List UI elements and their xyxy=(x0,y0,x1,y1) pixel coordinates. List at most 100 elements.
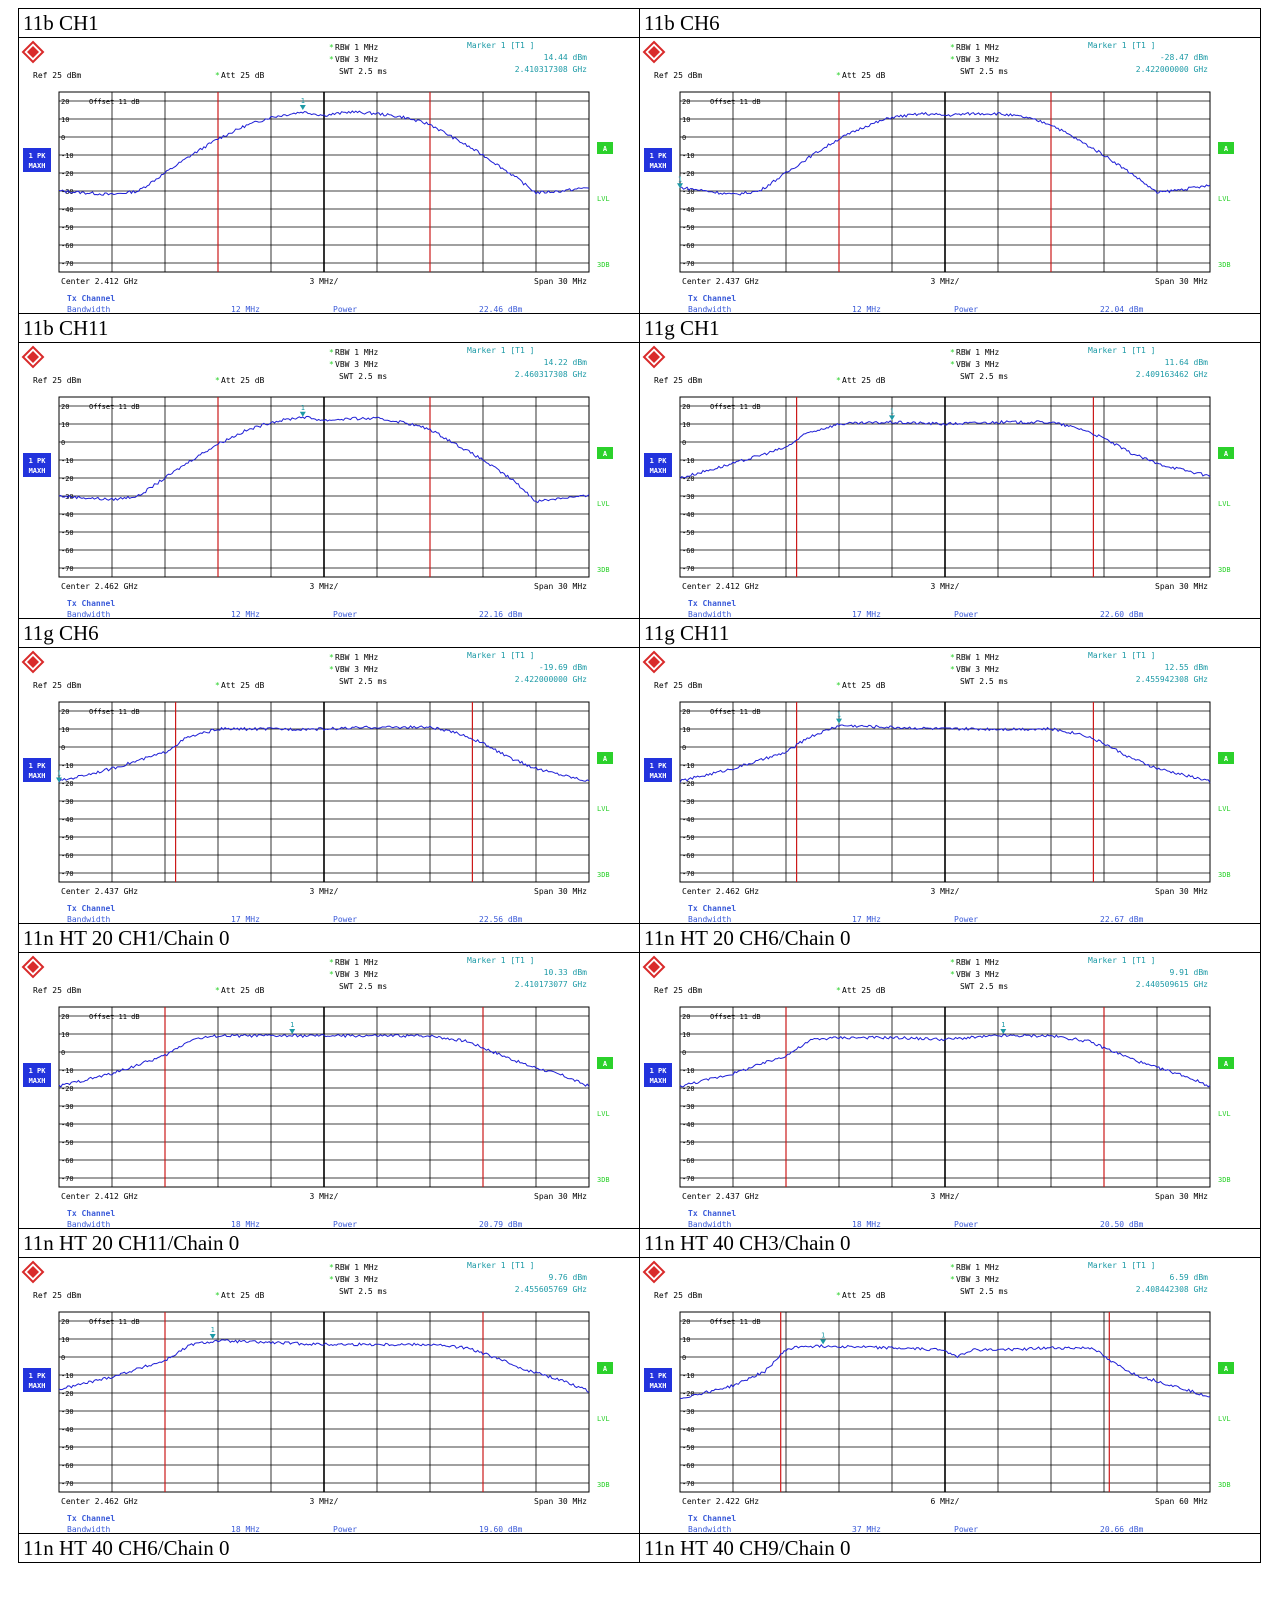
center-frequency-label: Center 2.412 GHz xyxy=(61,1192,138,1201)
bandwidth-value: 17 MHz xyxy=(852,610,881,618)
y-tick-label: -30 xyxy=(682,493,695,501)
y-tick-label: -60 xyxy=(61,852,74,860)
att-star: * xyxy=(215,376,220,385)
y-tick-label: -20 xyxy=(61,1390,74,1398)
ref-level-label: Ref 25 dBm xyxy=(33,71,81,80)
chart-title: 11n HT 20 CH1/Chain 0 xyxy=(23,926,230,950)
y-tick-label: -30 xyxy=(682,188,695,196)
y-tick-label: -20 xyxy=(61,1085,74,1093)
spectrum-analyzer-plot: Ref 25 dBm * Att 25 dB* RBW 1 MHz* VBW 3 MHz… xyxy=(642,1260,1234,1533)
side-a-label: A xyxy=(603,755,608,763)
rbw-star: * xyxy=(950,1263,955,1272)
side-lvl-label: LVL xyxy=(1218,805,1231,813)
attenuation-label: Att 25 dB xyxy=(842,71,886,80)
y-tick-label: -10 xyxy=(682,457,695,465)
frequency-division-label: 3 MHz/ xyxy=(310,1192,339,1201)
y-tick-label: -20 xyxy=(61,170,74,178)
side-3db-label: 3DB xyxy=(597,1176,610,1184)
marker-frequency: 2.410173077 GHz xyxy=(515,980,587,989)
trace-line xyxy=(679,1343,1211,1400)
y-tick-label: -30 xyxy=(682,1103,695,1111)
analyzer-cell: Ref 25 dBm * Att 25 dB * RBW 1 MHz * VBW 3 MHz… xyxy=(639,952,1261,1229)
trace-label-mode: MAXH xyxy=(29,162,46,170)
y-tick-label: -40 xyxy=(61,1426,74,1434)
tx-channel-label: Tx Channel xyxy=(67,1209,115,1218)
y-tick-label: 0 xyxy=(61,134,65,142)
y-tick-label: -10 xyxy=(682,1372,695,1380)
marker-value: 6.59 dBm xyxy=(1169,1273,1208,1282)
chart-title-cell: 11n HT 20 CH6/Chain 0 xyxy=(639,923,1261,953)
y-tick-label: -20 xyxy=(682,170,695,178)
frequency-division-label: 6 MHz/ xyxy=(931,1497,960,1506)
ref-level-label: Ref 25 dBm xyxy=(33,1291,81,1300)
marker-number: 1 xyxy=(678,175,682,183)
analyzer-cell: Ref 25 dBm * Att 25 dB * RBW 1 MHz * VBW 3 MHz… xyxy=(639,342,1261,619)
chart-title-cell: 11n HT 20 CH1/Chain 0 xyxy=(18,923,640,953)
marker-label: Marker 1 [T1 ] xyxy=(1088,651,1155,660)
y-tick-label: -40 xyxy=(61,206,74,214)
y-tick-label: -10 xyxy=(682,762,695,770)
span-label: Span 30 MHz xyxy=(1155,277,1208,286)
y-tick-label: 20 xyxy=(61,98,69,106)
chart-title-cell: 11n HT 40 CH9/Chain 0 xyxy=(639,1533,1261,1563)
rs-logo xyxy=(642,1260,666,1284)
vbw-star: * xyxy=(329,55,334,64)
side-a-label: A xyxy=(603,1060,608,1068)
y-tick-label: -60 xyxy=(682,1157,695,1165)
y-tick-label: -60 xyxy=(61,1157,74,1165)
y-tick-label: -60 xyxy=(682,547,695,555)
span-label: Span 30 MHz xyxy=(534,1497,587,1506)
rbw-star: * xyxy=(950,43,955,52)
y-tick-label: 20 xyxy=(61,1318,69,1326)
y-tick-label: -10 xyxy=(61,1372,74,1380)
rs-logo-inner xyxy=(648,46,660,58)
trace-label-detector: 1 PK xyxy=(650,1372,668,1380)
y-tick-label: -40 xyxy=(682,511,695,519)
side-3db-label: 3DB xyxy=(1218,1481,1231,1489)
marker-triangle xyxy=(209,1334,216,1339)
trace-label-box xyxy=(23,758,51,782)
y-tick-label: 10 xyxy=(61,421,69,429)
y-tick-label: 10 xyxy=(61,726,69,734)
y-tick-label: -50 xyxy=(682,1444,695,1452)
ref-level-label: Ref 25 dBm xyxy=(654,1291,702,1300)
rbw-label: RBW 1 MHz xyxy=(956,653,1000,662)
y-tick-label: -60 xyxy=(682,242,695,250)
y-tick-label: 0 xyxy=(61,1354,65,1362)
y-tick-label: 10 xyxy=(682,1031,690,1039)
power-value: 22.46 dBm xyxy=(479,305,523,313)
marker-label: Marker 1 [T1 ] xyxy=(467,346,534,355)
trace-label-detector: 1 PK xyxy=(29,762,47,770)
trace-label-mode: MAXH xyxy=(650,772,667,780)
rs-logo xyxy=(21,345,45,369)
frequency-division-label: 3 MHz/ xyxy=(310,887,339,896)
y-tick-label: -50 xyxy=(61,224,74,232)
power-value: 19.60 dBm xyxy=(479,1525,523,1533)
trace-label-mode: MAXH xyxy=(29,1382,46,1390)
y-tick-label: -70 xyxy=(682,260,695,268)
offset-label: Offset 11 dB xyxy=(710,98,761,106)
chart-title: 11g CH1 xyxy=(644,316,720,340)
rs-logo xyxy=(21,40,45,64)
y-tick-label: -10 xyxy=(682,152,695,160)
marker-label: Marker 1 [T1 ] xyxy=(1088,41,1155,50)
bandwidth-label: Bandwidth xyxy=(688,1220,732,1228)
side-lvl-label: LVL xyxy=(597,805,610,813)
attenuation-label: Att 25 dB xyxy=(221,681,265,690)
side-a-box xyxy=(1218,1057,1234,1069)
side-a-box xyxy=(597,142,613,154)
tx-channel-label: Tx Channel xyxy=(688,904,736,913)
ref-level-label: Ref 25 dBm xyxy=(33,681,81,690)
y-tick-label: -50 xyxy=(682,834,695,842)
side-a-box xyxy=(597,1057,613,1069)
y-tick-label: 0 xyxy=(61,439,65,447)
side-3db-label: 3DB xyxy=(1218,566,1231,574)
offset-label: Offset 11 dB xyxy=(710,1013,761,1021)
marker-frequency: 2.410317308 GHz xyxy=(515,65,587,74)
rs-logo xyxy=(642,40,666,64)
rbw-star: * xyxy=(329,348,334,357)
att-star: * xyxy=(836,986,841,995)
bandwidth-label: Bandwidth xyxy=(67,1220,111,1228)
tx-channel-label: Tx Channel xyxy=(688,1209,736,1218)
y-tick-label: 10 xyxy=(682,726,690,734)
